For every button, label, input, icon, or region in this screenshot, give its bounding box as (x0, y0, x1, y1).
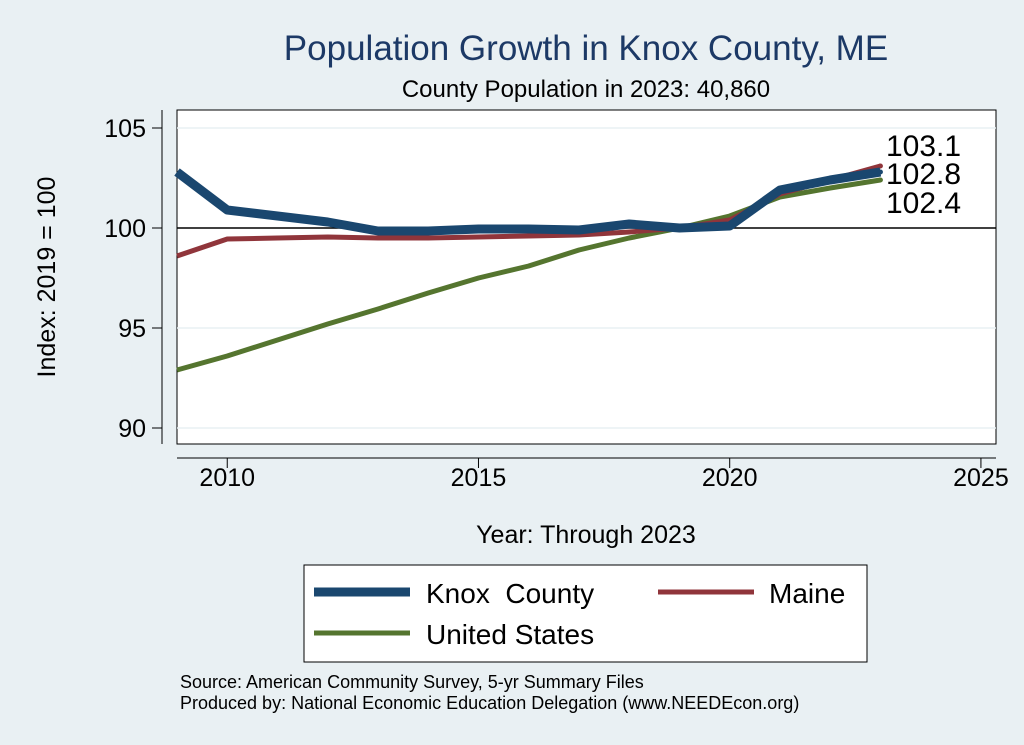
chart-title: Population Growth in Knox County, ME (284, 29, 888, 68)
source-line: Source: American Community Survey, 5-yr … (180, 672, 644, 692)
end-value-label: 103.1 (886, 130, 961, 163)
end-value-label: 102.8 (886, 158, 961, 191)
x-tick-label: 2025 (953, 464, 1009, 492)
y-tick-label: 90 (118, 415, 146, 443)
y-ticks: 90 95 100 105 (104, 115, 162, 443)
end-value-label: 102.4 (886, 187, 961, 220)
x-tick-label: 2020 (702, 464, 758, 492)
legend-label: Knox County (426, 578, 594, 609)
y-tick-label: 100 (104, 215, 146, 243)
series-end-marker (877, 177, 883, 183)
legend-items: Knox County Maine United States (314, 578, 845, 650)
series-line-knox-county (174, 167, 882, 236)
produced-by-line: Produced by: National Economic Education… (180, 693, 799, 713)
series-end-marker (877, 163, 883, 169)
x-tick-label: 2010 (199, 464, 255, 492)
y-tick-label: 95 (118, 315, 146, 343)
x-tick-label: 2015 (451, 464, 507, 492)
legend (303, 564, 868, 663)
plot-area (176, 109, 997, 445)
series-end-marker (877, 169, 883, 175)
chart-subtitle: County Population in 2023: 40,860 (402, 76, 770, 103)
x-ticks: 2010 2015 2020 2025 (199, 458, 1009, 492)
legend-label: Maine (769, 578, 845, 609)
x-axis-label: Year: Through 2023 (476, 521, 696, 549)
y-axis-label: Index: 2019 = 100 (33, 177, 61, 378)
y-tick-label: 105 (104, 115, 146, 143)
legend-label: United States (426, 619, 594, 650)
series-layer (174, 163, 883, 373)
